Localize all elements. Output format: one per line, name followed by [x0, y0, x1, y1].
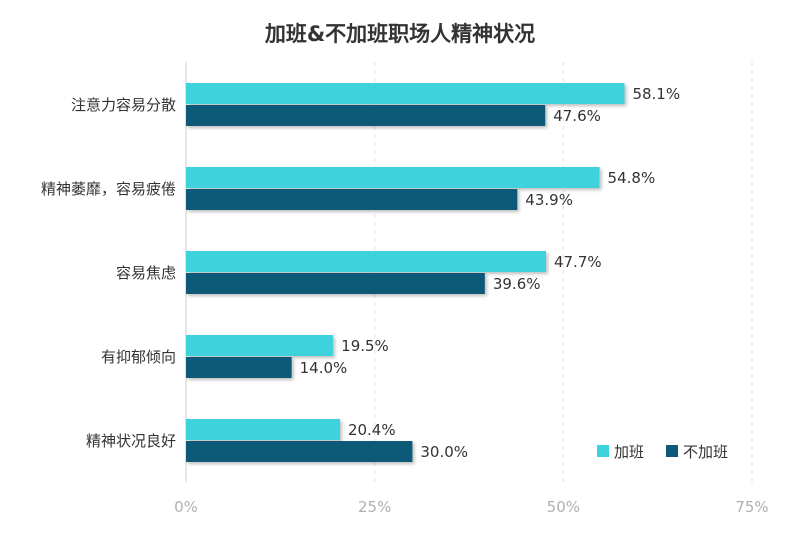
bar [186, 419, 340, 440]
value-label: 30.0% [420, 443, 468, 461]
legend-label: 不加班 [683, 443, 728, 461]
value-label: 47.6% [553, 107, 601, 125]
bar [186, 273, 485, 294]
value-label: 47.7% [554, 253, 602, 271]
value-label: 39.6% [493, 275, 541, 293]
x-tick-label: 50% [547, 498, 580, 516]
value-label: 19.5% [341, 337, 389, 355]
legend-label: 加班 [614, 443, 644, 461]
category-label: 精神萎靡，容易疲倦 [41, 180, 176, 198]
value-label: 14.0% [300, 359, 348, 377]
bar [186, 357, 292, 378]
legend-swatch [597, 445, 609, 457]
category-label: 精神状况良好 [86, 432, 176, 450]
bar [186, 441, 413, 462]
bar [186, 83, 625, 104]
category-label: 注意力容易分散 [71, 96, 176, 114]
value-label: 58.1% [632, 85, 680, 103]
bar [186, 189, 518, 210]
bar [186, 167, 600, 188]
category-label: 有抑郁倾向 [101, 348, 176, 366]
bar [186, 105, 546, 126]
value-label: 54.8% [608, 169, 656, 187]
x-tick-label: 75% [735, 498, 768, 516]
x-tick-label: 0% [174, 498, 198, 516]
chart-title: 加班&不加班职场人精神状况 [264, 22, 536, 46]
legend-swatch [666, 445, 678, 457]
x-tick-label: 25% [358, 498, 391, 516]
value-label: 43.9% [525, 191, 573, 209]
value-label: 20.4% [348, 421, 396, 439]
bar [186, 335, 334, 356]
category-label: 容易焦虑 [116, 264, 176, 282]
bar [186, 251, 546, 272]
